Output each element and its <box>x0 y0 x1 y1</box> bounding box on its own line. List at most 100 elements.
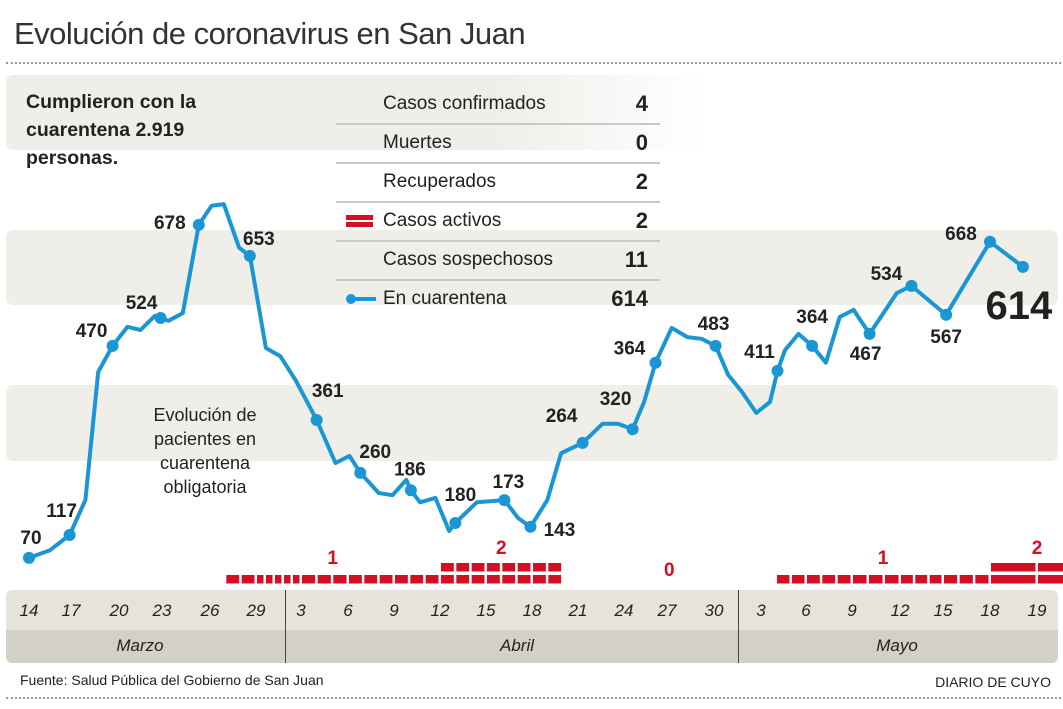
x-tick-label: 15 <box>476 601 496 620</box>
legend-row: Recuperados 2 <box>336 164 660 203</box>
data-point <box>905 279 918 292</box>
active-case-block <box>471 575 485 584</box>
legend-value: 0 <box>635 130 648 155</box>
active-case-block <box>502 563 516 572</box>
active-case-block <box>777 575 790 584</box>
data-point <box>863 327 876 340</box>
active-case-block <box>1038 563 1063 572</box>
active-case-block <box>837 575 851 584</box>
active-case-block <box>991 563 1036 572</box>
source-text: Fuente: Salud Pública del Gobierno de Sa… <box>20 672 324 688</box>
divider-bottom <box>6 697 1061 699</box>
legend-label: En cuarentena <box>383 288 507 309</box>
data-label: 653 <box>243 229 275 250</box>
legend-value: 2 <box>635 208 648 233</box>
band-lower <box>6 385 1058 461</box>
legend-row: Muertes 0 <box>336 125 660 164</box>
annotation-line: obligatoria <box>163 477 247 497</box>
active-case-block <box>915 575 928 584</box>
x-tick-label: 18 <box>522 601 542 620</box>
x-tick-label: 30 <box>704 601 724 620</box>
x-tick-label: 21 <box>568 601 588 620</box>
legend-row: Casos activos 2 <box>336 203 660 242</box>
chart-annotation: Evolución de pacientes en cuarentena obl… <box>135 403 275 499</box>
data-point <box>524 520 537 533</box>
data-point <box>806 339 819 352</box>
blue-line-dot-icon <box>346 294 376 304</box>
active-case-block <box>533 575 546 584</box>
active-case-block <box>241 575 255 584</box>
month-separator <box>285 590 286 663</box>
legend-row: Casos sospechosos 11 <box>336 242 660 281</box>
active-case-block <box>548 575 562 584</box>
data-point <box>1016 260 1029 273</box>
active-case-count: 0 <box>664 560 675 581</box>
x-axis-days <box>6 590 1058 630</box>
data-point <box>649 356 662 369</box>
data-point <box>243 249 256 262</box>
active-case-block <box>364 575 378 584</box>
x-tick-label: 6 <box>801 601 811 620</box>
month-label: Marzo <box>116 636 164 655</box>
data-point <box>498 494 511 507</box>
data-label: 364 <box>796 307 828 328</box>
active-case-block <box>410 575 424 584</box>
active-case-block <box>293 575 300 584</box>
x-tick-label: 24 <box>614 601 634 620</box>
note-line: personas. <box>26 147 119 169</box>
active-case-block <box>456 563 470 572</box>
data-label: 567 <box>930 327 962 348</box>
band-upper <box>6 230 1058 305</box>
active-case-block <box>853 575 867 584</box>
active-case-block <box>929 575 942 584</box>
active-case-block <box>302 575 316 584</box>
active-case-count: 1 <box>327 548 338 569</box>
x-tick-label: 26 <box>200 601 220 620</box>
active-case-block <box>959 575 973 584</box>
active-case-count: 2 <box>1032 538 1043 559</box>
x-tick-label: 27 <box>657 601 677 620</box>
active-case-block <box>533 563 546 572</box>
active-case-count: 2 <box>496 538 507 559</box>
data-point <box>771 364 784 377</box>
active-case-block <box>487 575 500 584</box>
note-line: Cumplieron con la <box>26 91 197 113</box>
x-tick-label: 14 <box>19 601 39 620</box>
active-case-block <box>395 575 408 584</box>
x-tick-label: 29 <box>246 601 266 620</box>
active-case-block <box>517 563 531 572</box>
active-case-block <box>944 575 958 584</box>
active-case-count: 1 <box>878 548 889 569</box>
data-label: 524 <box>126 293 158 314</box>
month-label: Mayo <box>876 636 918 655</box>
x-tick-label: 3 <box>756 601 766 620</box>
active-case-block <box>284 575 291 584</box>
annotation-line: pacientes en <box>153 429 257 449</box>
data-point <box>709 339 722 352</box>
note-line: cuarentena 2.919 <box>26 119 185 141</box>
quarantine-line <box>28 202 1025 560</box>
data-point <box>940 308 953 321</box>
active-case-block <box>991 575 1036 584</box>
data-point <box>404 484 417 497</box>
data-point <box>576 436 589 449</box>
data-point <box>626 423 639 436</box>
x-tick-label: 15 <box>933 601 953 620</box>
x-tick-label: 17 <box>61 601 81 620</box>
divider-top <box>6 62 1061 64</box>
data-point <box>154 312 167 325</box>
data-point <box>354 466 367 479</box>
x-tick-label: 9 <box>389 601 399 620</box>
active-case-block <box>807 575 820 584</box>
month-separator <box>738 590 739 663</box>
active-case-block <box>441 575 454 584</box>
data-label: 534 <box>871 264 903 285</box>
active-case-block <box>517 575 531 584</box>
data-point <box>192 218 205 231</box>
data-point <box>984 235 996 248</box>
x-tick-label: 20 <box>109 601 129 620</box>
month-label: Abril <box>499 636 535 655</box>
data-label: 668 <box>945 224 977 245</box>
data-point <box>63 528 76 541</box>
